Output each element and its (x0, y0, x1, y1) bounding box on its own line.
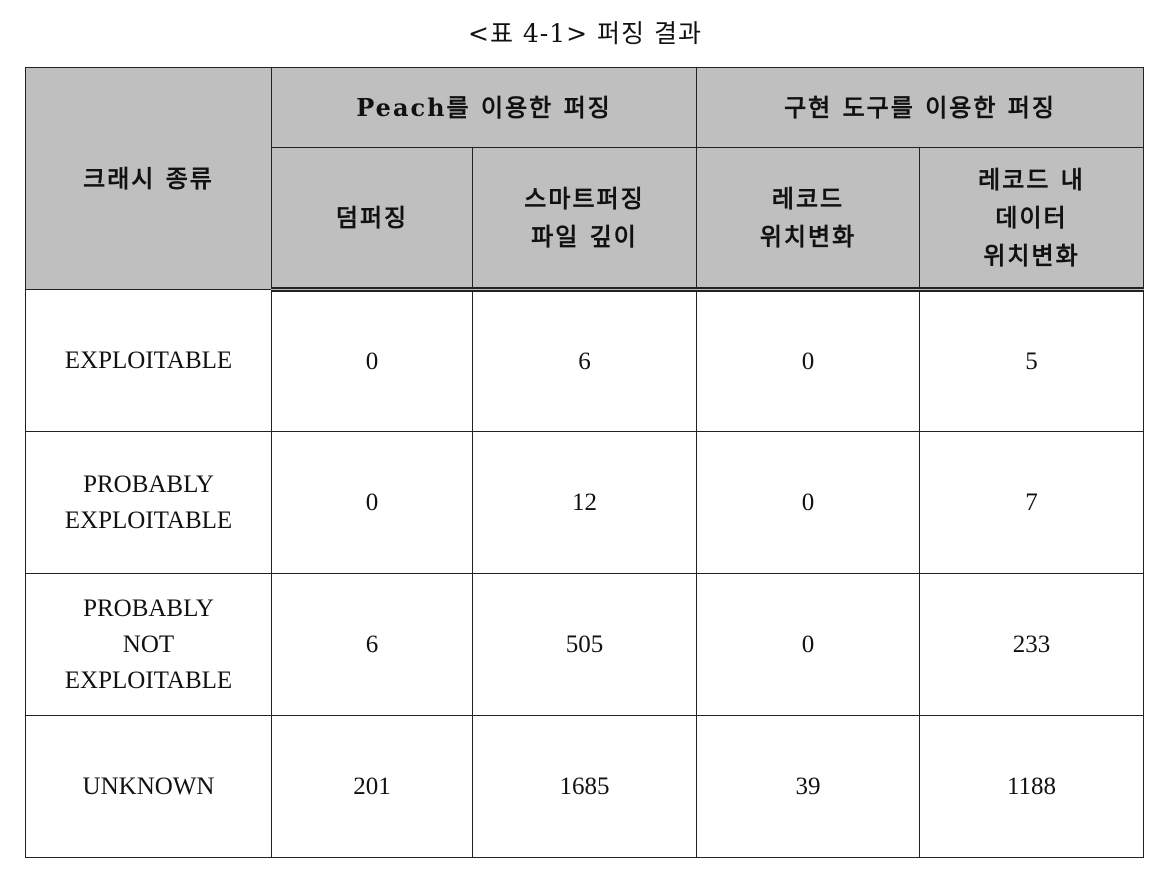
cell-smart: 6 (471, 289, 698, 432)
header-dumb-fuzzing: 덤퍼징 (271, 147, 473, 292)
row-label-line: NOT (122, 630, 175, 658)
header-data-line-2: 데이터 (995, 202, 1068, 232)
header-smart-line-1: 스마트퍼징 (524, 183, 645, 213)
table-row: PROBABLY EXPLOITABLE 0 12 0 7 (25, 431, 1145, 574)
cell-data: 233 (919, 573, 1145, 716)
cell-data: 5 (919, 289, 1145, 432)
cell-smart: 505 (471, 573, 698, 716)
cell-data: 1188 (919, 715, 1145, 858)
header-smart-fuzzing: 스마트퍼징 파일 깊이 (471, 147, 698, 292)
header-group-tool: 구현 도구를 이용한 퍼징 (696, 67, 1145, 148)
fuzzing-result-table: 크래시 종류 Peach를 이용한 퍼징 구현 도구를 이용한 퍼징 덤퍼징 스… (25, 67, 1145, 858)
table-row: EXPLOITABLE 0 6 0 5 (25, 289, 1145, 432)
header-record-position: 레코드 위치변화 (696, 147, 921, 292)
header-record-line-1: 레코드 (771, 183, 845, 213)
header-record-line-2: 위치변화 (759, 221, 857, 251)
row-label: UNKNOWN (25, 715, 272, 858)
cell-record: 0 (696, 289, 921, 432)
row-label-line: UNKNOWN (82, 772, 215, 800)
row-label: PROBABLY NOT EXPLOITABLE (25, 573, 272, 716)
header-group-peach: Peach를 이용한 퍼징 (270, 67, 698, 148)
cell-smart: 12 (471, 431, 698, 574)
header-data-position: 레코드 내 데이터 위치변화 (919, 147, 1145, 292)
row-label-line: EXPLOITABLE (64, 506, 233, 534)
table-row: PROBABLY NOT EXPLOITABLE 6 505 0 233 (25, 573, 1145, 716)
row-label-line: EXPLOITABLE (64, 346, 233, 374)
header-crash-type: 크래시 종류 (25, 67, 272, 290)
header-data-line-1: 레코드 내 (978, 164, 1085, 194)
cell-record: 0 (696, 573, 921, 716)
row-label: PROBABLY EXPLOITABLE (25, 431, 272, 574)
cell-dumb: 201 (271, 715, 473, 858)
row-label: EXPLOITABLE (25, 289, 272, 432)
cell-record: 39 (696, 715, 921, 858)
cell-data: 7 (919, 431, 1145, 574)
cell-dumb: 6 (271, 573, 473, 716)
cell-record: 0 (696, 431, 921, 574)
row-label-line: PROBABLY (83, 594, 214, 622)
table-row: UNKNOWN 201 1685 39 1188 (25, 715, 1145, 858)
cell-dumb: 0 (271, 289, 473, 432)
row-label-line: PROBABLY (83, 470, 214, 498)
header-smart-line-2: 파일 깊이 (531, 221, 638, 251)
cell-dumb: 0 (271, 431, 473, 574)
table-caption: <표 4-1> 퍼징 결과 (468, 19, 702, 48)
row-label-line: EXPLOITABLE (64, 666, 233, 694)
header-data-line-3: 위치변화 (983, 240, 1080, 270)
cell-smart: 1685 (471, 715, 698, 858)
